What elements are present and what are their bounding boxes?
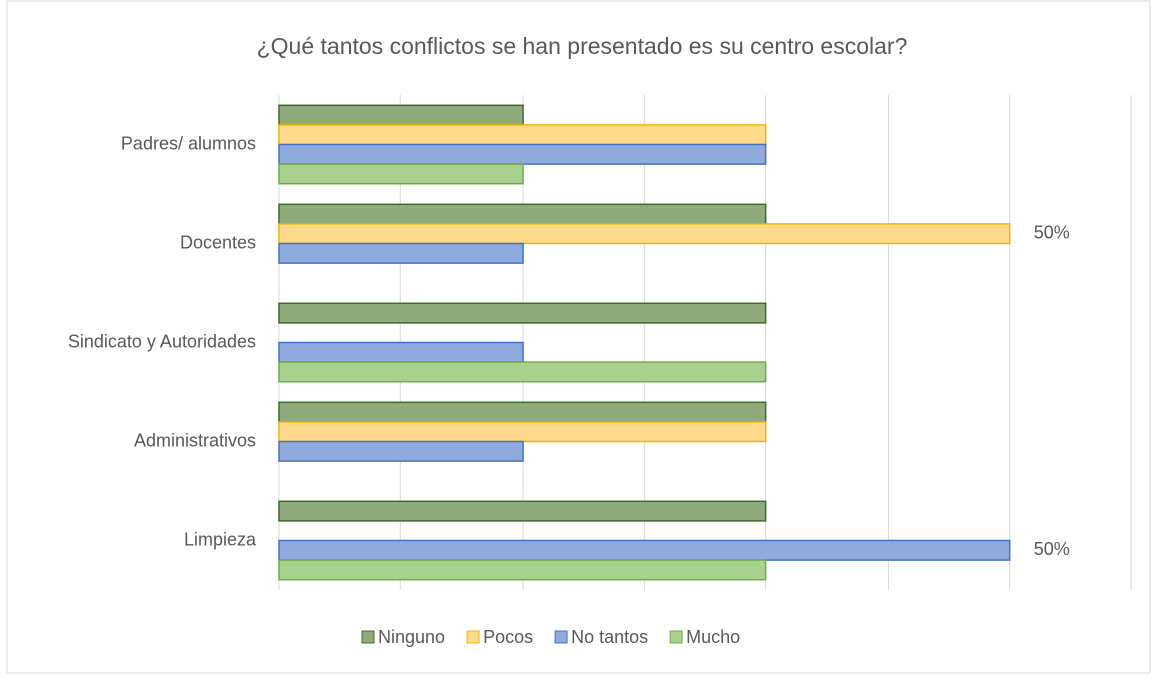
- bar: [278, 203, 767, 225]
- legend-swatch: [466, 630, 480, 644]
- y-tick-label: Docentes: [180, 232, 256, 252]
- bar: [278, 223, 1011, 245]
- legend-label: Mucho: [686, 627, 740, 647]
- y-tick-label: Sindicato y Autoridades: [68, 331, 256, 351]
- data-label: 50%: [1034, 222, 1070, 242]
- bar: [278, 163, 524, 185]
- y-tick-label: Padres/ alumnos: [121, 133, 256, 153]
- bar: [278, 440, 524, 462]
- y-tick-label: Limpieza: [184, 529, 257, 549]
- y-tick-label: Administrativos: [134, 430, 256, 450]
- bar: [278, 124, 767, 146]
- bar: [278, 401, 767, 423]
- bar: [278, 421, 767, 443]
- bar: [278, 341, 524, 363]
- bar: [278, 104, 524, 126]
- bar: [278, 361, 767, 383]
- data-label: 50%: [1034, 539, 1070, 559]
- legend-swatch: [554, 630, 568, 644]
- bar: [278, 143, 767, 165]
- legend-swatch: [669, 630, 683, 644]
- bar: [278, 500, 767, 522]
- bar: [278, 302, 767, 324]
- legend-label: Pocos: [483, 627, 533, 647]
- bar: [278, 559, 767, 581]
- legend-swatch: [361, 630, 375, 644]
- legend-label: Ninguno: [378, 627, 445, 647]
- legend-label: No tantos: [571, 627, 648, 647]
- bar: [278, 539, 1011, 561]
- bar: [278, 242, 524, 264]
- chart-title: ¿Qué tantos conflictos se han presentado…: [257, 33, 908, 59]
